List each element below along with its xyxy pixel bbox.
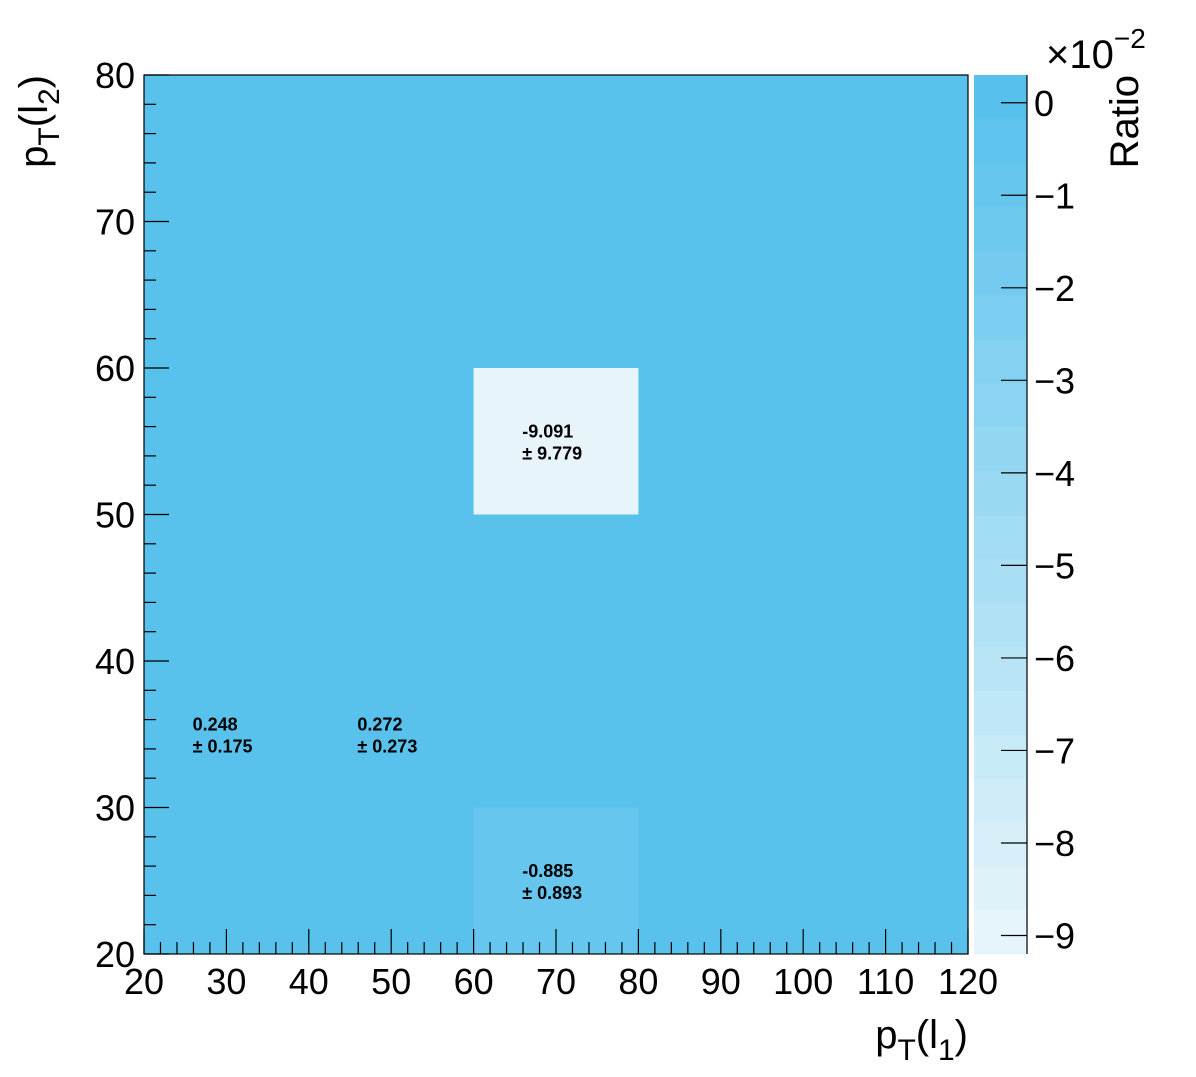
y-axis-title: pT(l2)	[12, 75, 66, 168]
x-tick-label: 60	[454, 961, 494, 1002]
x-tick-label: 50	[371, 961, 411, 1002]
palette-band	[974, 866, 1027, 911]
multiplier-exponent: −2	[1114, 23, 1146, 54]
title-subscript: T	[897, 1034, 915, 1067]
x-tick-label: 90	[701, 961, 741, 1002]
x-tick-label: 70	[536, 961, 576, 1002]
palette-tick-label: −3	[1034, 360, 1075, 401]
palette-band	[974, 690, 1027, 735]
title-part: (	[916, 1013, 930, 1057]
cell-error-label: ± 0.893	[522, 883, 582, 903]
title-part: )	[955, 1013, 968, 1057]
y-tick-label: 70	[95, 202, 135, 243]
y-tick-label: 50	[95, 495, 135, 536]
title-subscript: 2	[33, 88, 66, 105]
cell-value-label: 0.248	[193, 714, 238, 734]
palette-band	[974, 382, 1027, 428]
palette-tick-label: −8	[1034, 823, 1075, 864]
cell-error-label: ± 9.779	[522, 443, 582, 463]
palette-band	[974, 910, 1027, 955]
palette-band	[974, 426, 1027, 472]
title-part: l	[12, 105, 56, 114]
cell-error-label: ± 0.175	[193, 736, 253, 756]
x-tick-label: 120	[938, 961, 998, 1002]
palette-band	[974, 734, 1027, 779]
palette-tick-label: −4	[1034, 453, 1075, 494]
palette-tick-label: −2	[1034, 268, 1075, 309]
title-part: p	[875, 1013, 897, 1057]
palette-tick-label: −5	[1034, 545, 1075, 586]
palette-band	[974, 338, 1027, 384]
y-tick-label: 80	[95, 55, 135, 96]
x-tick-label: 110	[857, 961, 914, 1002]
palette-band	[974, 162, 1027, 208]
x-tick-label: 100	[773, 961, 833, 1002]
palette-tick-label: −1	[1034, 175, 1075, 216]
title-part: p	[12, 146, 56, 168]
palette-band	[974, 646, 1027, 691]
heatmap-cell	[473, 368, 639, 515]
cell-value-label: -0.885	[522, 861, 573, 881]
x-tick-label: 30	[206, 961, 246, 1002]
palette-band	[974, 778, 1027, 823]
palette-band	[974, 294, 1027, 340]
x-tick-label: 80	[618, 961, 658, 1002]
y-tick-label: 40	[95, 641, 135, 682]
title-subscript: 1	[938, 1034, 955, 1067]
x-tick-label: 40	[289, 961, 329, 1002]
palette-band	[974, 250, 1027, 296]
cell-error-label: ± 0.273	[357, 736, 417, 756]
palette-band	[974, 206, 1027, 252]
x-axis-title: pT(l1)	[875, 1013, 968, 1067]
x-tick-label: 20	[124, 961, 164, 1002]
y-tick-label: 60	[95, 348, 135, 389]
y-tick-label: 30	[95, 788, 135, 829]
title-subscript: T	[33, 127, 66, 145]
palette-band	[974, 514, 1027, 559]
palette-tick-label: −6	[1034, 638, 1075, 679]
palette-band	[974, 118, 1027, 164]
title-part: )	[12, 75, 56, 88]
palette-multiplier: ×10−2	[1046, 23, 1146, 77]
palette-axis-title: Ratio	[1103, 75, 1147, 168]
cell-value-label: -9.091	[522, 421, 573, 441]
palette-tick-label: 0	[1034, 83, 1054, 124]
palette-band	[974, 470, 1027, 515]
title-part: l	[929, 1013, 938, 1057]
multiplier-base: ×10	[1046, 33, 1114, 77]
palette-band	[974, 602, 1027, 647]
palette-tick-label: −9	[1034, 915, 1075, 956]
title-part: (	[12, 113, 56, 127]
y-tick-label: 20	[95, 934, 135, 975]
palette-band	[974, 75, 1027, 120]
palette-tick-label: −7	[1034, 730, 1075, 771]
cell-value-label: 0.272	[357, 714, 402, 734]
palette-band	[974, 822, 1027, 867]
